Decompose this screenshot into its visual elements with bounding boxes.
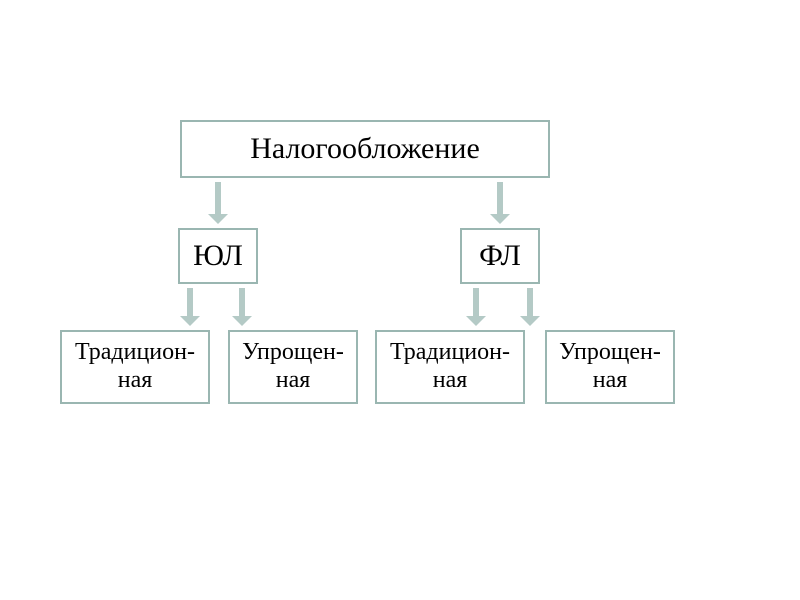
yl-trad-node: Традицион-ная: [60, 330, 210, 404]
fl-trad-node: Традицион-ная: [375, 330, 525, 404]
yl-simp-node: Упрощен-ная: [228, 330, 358, 404]
yl-trad-label: Традицион-ная: [62, 339, 208, 394]
fl-trad-label: Традицион-ная: [377, 339, 523, 394]
root-node: Налогообложение: [180, 120, 550, 178]
arrows-layer: [0, 0, 800, 600]
yl-label: ЮЛ: [193, 239, 243, 274]
root-label: Налогообложение: [250, 132, 480, 167]
yl-node: ЮЛ: [178, 228, 258, 284]
fl-simp-label: Упрощен-ная: [547, 339, 673, 394]
yl-simp-label: Упрощен-ная: [230, 339, 356, 394]
fl-node: ФЛ: [460, 228, 540, 284]
fl-simp-node: Упрощен-ная: [545, 330, 675, 404]
fl-label: ФЛ: [479, 239, 521, 274]
